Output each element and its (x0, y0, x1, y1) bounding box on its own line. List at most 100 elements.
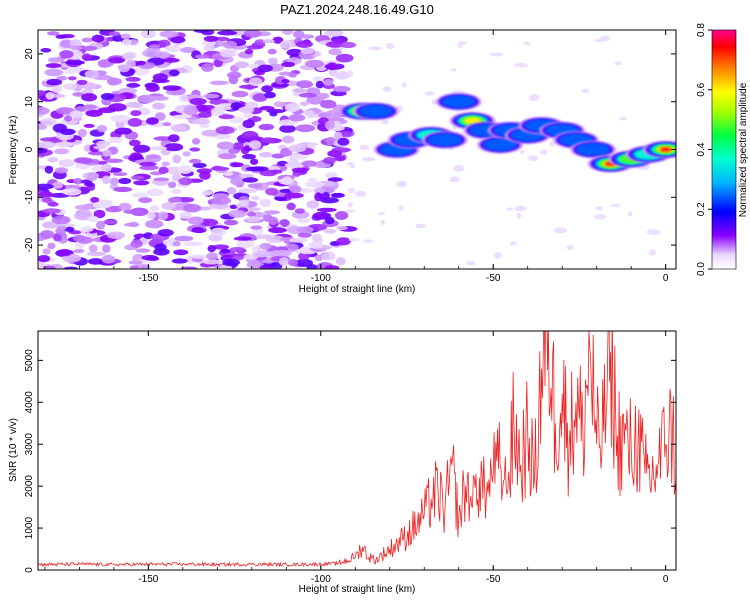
heatmap-cell (84, 182, 95, 187)
heatmap-cell (292, 88, 307, 93)
heatmap-cell (103, 219, 117, 225)
heatmap-cell (334, 131, 343, 139)
heatmap-cell (323, 78, 334, 86)
heatmap-cell (139, 165, 159, 171)
heatmap-cell (298, 92, 317, 98)
heatmap-cell (161, 161, 170, 167)
y-tick-label: 3000 (24, 433, 35, 456)
heatmap-cell (396, 180, 407, 188)
heatmap-cell (168, 134, 180, 143)
heatmap-cell (278, 178, 293, 185)
heatmap-cell (244, 48, 254, 55)
snr-panel: -150 -100 -50 0 0 1000 2000 3000 4000 5000 Heigh… (8, 330, 677, 595)
heatmap-feature (441, 95, 477, 109)
heatmap-cell (528, 94, 539, 102)
x-tick-label: 0 (663, 273, 669, 284)
heatmap-cell (87, 258, 104, 265)
heatmap-cell (131, 192, 148, 198)
heatmap-cell (77, 128, 87, 138)
heatmap-cell (490, 52, 504, 57)
heatmap-cell (124, 222, 140, 227)
heatmap-cell (190, 254, 207, 259)
heatmap-cell (38, 261, 46, 269)
heatmap-cell (250, 225, 263, 230)
heatmap-cell (368, 46, 382, 51)
heatmap-cell (69, 110, 83, 119)
heatmap-cell (344, 209, 355, 213)
heatmap-cell (96, 140, 111, 147)
heatmap-cell (323, 229, 337, 234)
heatmap-cell (540, 149, 548, 155)
heatmap-cell (347, 202, 354, 208)
heatmap-cell (203, 35, 219, 42)
heatmap-cell (96, 220, 106, 230)
heatmap-cell (295, 40, 313, 48)
heatmap-cell (76, 79, 88, 85)
heatmap-cell (335, 156, 346, 161)
heatmap-cell (449, 176, 460, 183)
heatmap-cell (90, 196, 100, 204)
heatmap-cell (346, 162, 354, 166)
heatmap-cell (38, 141, 56, 149)
heatmap-cell (300, 47, 315, 55)
heatmap-cell (324, 120, 335, 130)
heatmap-cell (125, 76, 141, 82)
heatmap-feature (463, 117, 482, 125)
heatmap-cell (316, 92, 330, 100)
heatmap-cell (191, 138, 201, 145)
y-tick-label: 5000 (24, 349, 35, 372)
heatmap-cell (336, 225, 348, 231)
heatmap-cell (242, 153, 256, 160)
heatmap-cell (118, 64, 130, 73)
heatmap-cell (312, 76, 324, 83)
spectrogram-x-ticks: -150 -100 -50 0 (44, 30, 669, 284)
heatmap-cell (40, 117, 58, 127)
heatmap-cell (278, 257, 290, 267)
spectrogram-x-label: Height of straight line (km) (299, 284, 416, 295)
x-tick-label: -50 (486, 574, 501, 585)
x-tick-label: -50 (486, 273, 501, 284)
heatmap-cell (315, 80, 324, 89)
heatmap-cell (210, 107, 225, 116)
heatmap-cell (248, 77, 263, 86)
heatmap-cell (157, 229, 174, 237)
heatmap-cell (289, 185, 302, 194)
colorbar-tick-label: 0.2 (696, 202, 707, 216)
heatmap-cell (320, 251, 336, 261)
heatmap-cell (305, 109, 315, 119)
heatmap-cell (245, 101, 259, 109)
heatmap-cell (520, 149, 525, 155)
heatmap-cell (288, 114, 306, 122)
heatmap-cell (327, 177, 343, 182)
heatmap-cell (145, 84, 160, 92)
heatmap-cell (247, 183, 263, 189)
heatmap-cell (289, 237, 308, 243)
heatmap-cell (216, 141, 235, 150)
heatmap-cell (260, 242, 272, 250)
heatmap-cell (224, 219, 238, 226)
heatmap-cell (44, 68, 64, 77)
y-tick-label: 20 (24, 48, 35, 60)
heatmap-cell (324, 30, 344, 37)
heatmap-cell (171, 173, 182, 182)
heatmap-cell (206, 252, 219, 261)
heatmap-cell (308, 241, 324, 249)
colorbar-label: Normalized spectral amplitude (738, 82, 749, 217)
heatmap-cell (252, 250, 270, 258)
heatmap-cell (609, 203, 621, 208)
heatmap-cell (382, 86, 392, 93)
heatmap-cell (213, 58, 223, 68)
heatmap-cell (359, 144, 369, 151)
heatmap-cell (328, 48, 342, 56)
heatmap-cell (292, 172, 301, 177)
figure-title: PAZ1.2024.248.16.49.G10 (280, 2, 434, 17)
heatmap-cell (108, 31, 121, 37)
heatmap-cell (245, 216, 261, 223)
heatmap-cell (64, 69, 77, 74)
heatmap-cell (98, 60, 111, 68)
heatmap-cell (147, 211, 156, 220)
heatmap-cell (554, 227, 568, 234)
heatmap-cell (157, 39, 171, 48)
heatmap-cell (229, 246, 246, 253)
heatmap-cell (268, 57, 278, 65)
